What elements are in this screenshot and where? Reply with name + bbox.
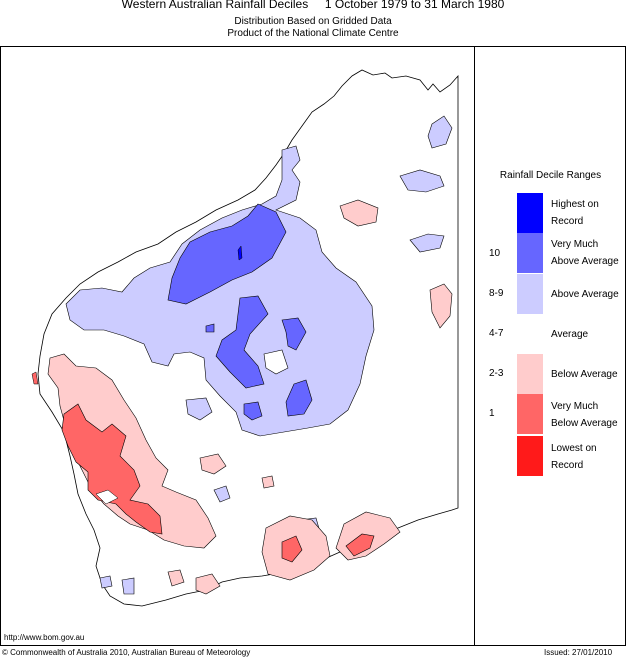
footer-copyright: © Commonwealth of Australia 2010, Austra… (2, 648, 251, 657)
legend-swatch-very-much-below (517, 394, 543, 434)
map-subtitle-2: Product of the National Climate Centre (227, 28, 399, 39)
region-very-much-below-sw (61, 403, 163, 535)
legend-swatch-very-much-above (517, 233, 543, 273)
map-subtitle-1: Distribution Based on Gridded Data (234, 16, 392, 27)
region-below-average-c (199, 453, 227, 475)
legend-swatch-below (517, 354, 543, 394)
footer-issued: Issued: 27/01/2010 (544, 648, 613, 657)
legend-decile-4-7: 4-7 (489, 328, 504, 339)
region-very-much-above-c3 (285, 379, 313, 417)
region-above-average-ne (427, 115, 453, 149)
legend-decile-1: 1 (489, 408, 495, 419)
legend-label-highest: Highest on Record (551, 199, 599, 227)
region-below-average-e (429, 283, 453, 329)
region-above-average-e1 (399, 169, 445, 193)
region-very-much-above-central (215, 295, 269, 389)
region-very-much-above-c5 (205, 323, 215, 333)
region-very-much-below-coast (31, 371, 39, 385)
legend-swatch-average (517, 314, 543, 354)
region-very-much-below-s2 (345, 533, 375, 557)
legend-label-above: Above Average (551, 289, 619, 300)
legend-decile-8-9: 8-9 (489, 288, 504, 299)
region-below-average-se2 (195, 573, 221, 595)
region-very-much-below-s1 (281, 535, 303, 563)
legend-swatch-lowest (517, 436, 543, 476)
region-below-average-se3 (167, 569, 185, 587)
region-below-average-se1 (261, 475, 275, 489)
region-above-average-north (65, 145, 375, 437)
region-very-much-above-pilbara (167, 203, 287, 305)
legend-label-lowest: Lowest on Record (551, 443, 597, 471)
region-above-average-sw1 (99, 575, 113, 589)
region-above-average-sw2 (121, 577, 135, 595)
region-below-average-ne (339, 199, 379, 227)
legend-swatch-above (517, 274, 543, 314)
region-average-patch-sw (95, 489, 119, 505)
region-above-average-s1 (185, 397, 213, 421)
legend-title: Rainfall Decile Ranges (499, 170, 602, 181)
legend-label-very-much-above: Very Much Above Average (551, 239, 619, 267)
region-very-much-above-c2 (281, 317, 307, 351)
footer-url: http://www.bom.gov.au (4, 633, 85, 642)
map-frame (0, 46, 626, 646)
region-above-average-s2 (213, 485, 231, 503)
map-title: Western Australian Rainfall Deciles 1 Oc… (121, 0, 505, 11)
legend-decile-10: 10 (489, 248, 501, 259)
legend-decile-2-3: 2-3 (489, 368, 504, 379)
region-very-much-above-c4 (243, 401, 263, 421)
legend-label-below: Below Average (551, 369, 618, 380)
region-average-hole (263, 349, 289, 375)
region-above-average-e2 (409, 233, 445, 253)
legend-label-average: Average (551, 329, 589, 340)
region-highest-on-record-spot (237, 245, 243, 261)
legend-swatch-highest (517, 193, 543, 233)
legend-label-very-much-below: Very Much Below Average (551, 401, 618, 429)
